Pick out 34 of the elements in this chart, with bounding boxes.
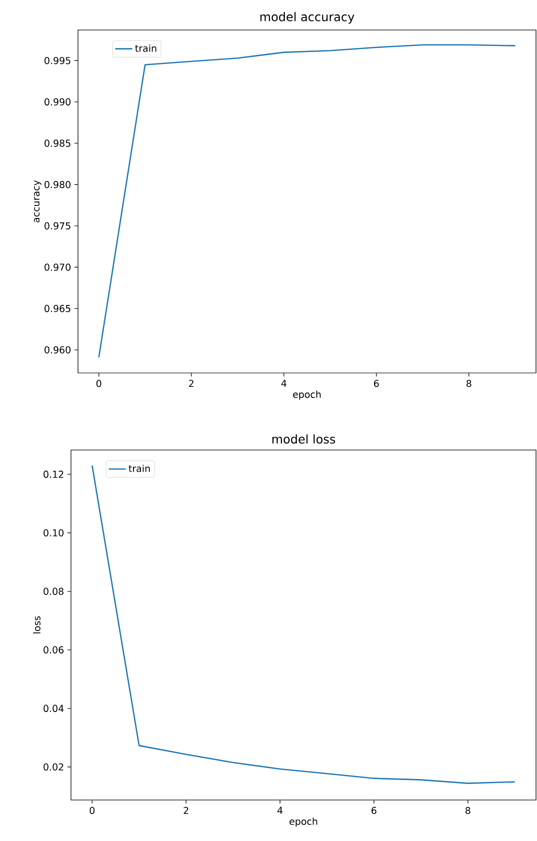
x-tick-label: 6 <box>372 806 376 814</box>
x-tick-label: 0 <box>96 380 102 388</box>
chart-title: model accuracy <box>260 12 354 24</box>
y-axis-title: loss <box>33 616 40 634</box>
y-tick-label: 0.02 <box>44 763 64 771</box>
x-tick-label: 6 <box>374 380 379 388</box>
y-tick-label: 0.990 <box>44 98 70 106</box>
x-tick-label: 8 <box>466 380 472 388</box>
line-series <box>98 44 516 358</box>
chart-title: model loss <box>272 434 336 444</box>
y-tick-label: 0.985 <box>44 140 70 147</box>
x-tick-label: 4 <box>277 806 283 814</box>
legend-label: train <box>128 464 150 472</box>
x-tick-label: 4 <box>281 380 286 387</box>
x-tick-label: 8 <box>466 806 470 814</box>
y-tick-label: 0.04 <box>44 704 64 712</box>
y-axis-title: accuracy <box>34 180 42 222</box>
y-tick-label: 0.12 <box>44 470 64 478</box>
y-tick-label: 0.06 <box>44 646 64 654</box>
line-series <box>91 464 516 784</box>
y-tick-label: 0.970 <box>44 264 70 271</box>
y-tick-label: 0.980 <box>44 180 70 188</box>
y-tick-label: 0.965 <box>44 304 70 312</box>
y-tick-label: 0.960 <box>44 346 70 354</box>
x-tick-label: 2 <box>189 380 194 387</box>
y-tick-label: 0.08 <box>44 588 64 595</box>
x-axis-title: epoch <box>290 818 318 827</box>
x-tick-label: 2 <box>184 806 188 814</box>
y-tick-label: 0.995 <box>44 56 70 64</box>
y-tick-label: 0.10 <box>44 529 64 536</box>
y-tick-label: 0.975 <box>44 222 70 230</box>
legend-label: train <box>135 44 156 52</box>
x-tick-label: 0 <box>90 806 95 814</box>
x-axis-title: epoch <box>293 390 321 400</box>
